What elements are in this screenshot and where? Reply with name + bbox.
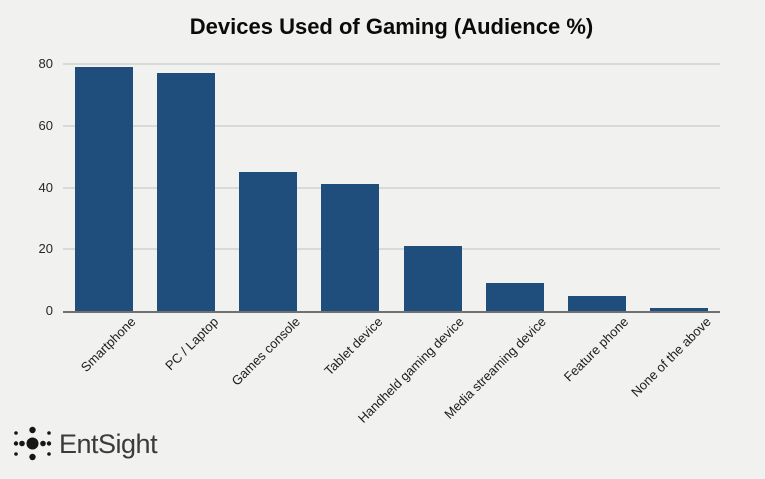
bar-games-console [239, 172, 298, 311]
plot-area [63, 63, 720, 313]
y-tick-40: 40 [38, 179, 53, 195]
dot-cluster-icon [13, 426, 52, 461]
gridline-80 [63, 63, 720, 65]
bar-feature-phone [567, 295, 626, 311]
gridline-60 [63, 124, 720, 127]
x-label-feature-phone: Feature phone [561, 314, 632, 385]
gridline-40 [63, 186, 720, 189]
y-tick-80: 80 [38, 56, 53, 71]
y-tick-0: 0 [45, 303, 53, 318]
bar-pc-laptop [157, 73, 216, 311]
x-label-smartphone: Smartphone [77, 314, 139, 375]
brand-logo: EntSight [12, 425, 158, 463]
x-label-games-console: Games console [228, 314, 303, 389]
x-label-none-of-the-above: None of the above [627, 314, 714, 400]
bar-handheld-gaming-device [403, 246, 462, 311]
brand-name: EntSight [59, 428, 158, 459]
y-tick-60: 60 [38, 117, 53, 133]
chart-title: Devices Used of Gaming (Audience %) [189, 14, 594, 39]
y-tick-20: 20 [38, 241, 53, 257]
bar-media-streaming-device [485, 283, 544, 311]
x-label-pc-laptop: PC / Laptop [161, 314, 221, 374]
gridline-20 [63, 248, 720, 251]
bar-tablet-device [321, 184, 380, 311]
bar-none-of-the-above [649, 307, 708, 311]
bar-smartphone [75, 67, 134, 311]
x-label-tablet-device: Tablet device [320, 314, 386, 379]
